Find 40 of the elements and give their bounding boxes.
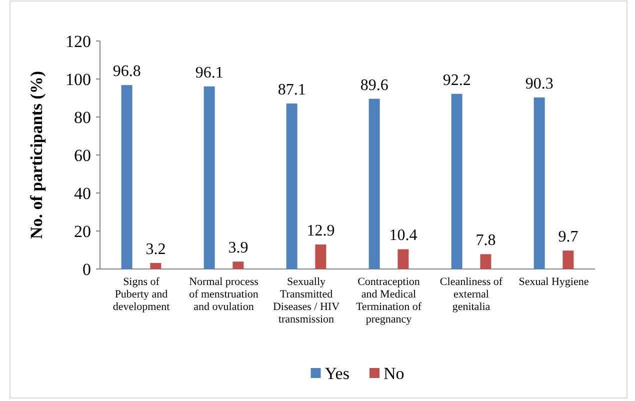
- x-tick-label: Sexually Transmitted Diseases / HIV transmission: [272, 276, 340, 326]
- data-label: 96.1: [195, 64, 224, 82]
- y-tick-label: 100: [66, 70, 91, 89]
- y-axis-title: No. of participants (%): [27, 70, 46, 240]
- bar: [398, 249, 409, 269]
- x-tick-label: Sexual Hygiene: [518, 276, 589, 288]
- bar: [480, 254, 492, 269]
- x-tick-label: Cleanliness of external genitalia: [440, 276, 503, 313]
- bar: [562, 250, 574, 269]
- data-label: 92.2: [442, 72, 471, 89]
- data-label: 10.4: [389, 227, 418, 244]
- x-tick-label: Normal process of menstruation and ovulation: [189, 276, 259, 313]
- bar: [150, 262, 162, 269]
- data-label: 3.2: [146, 240, 166, 258]
- y-tick-label: 20: [74, 222, 91, 241]
- bar: [286, 104, 298, 269]
- bar: [204, 86, 215, 269]
- bar: [451, 94, 462, 269]
- data-label: 7.8: [476, 232, 496, 250]
- data-label: 9.7: [558, 228, 578, 246]
- data-label: 96.8: [112, 63, 141, 80]
- bar: [368, 98, 380, 269]
- data-label: 89.6: [360, 76, 388, 94]
- bar: [534, 97, 545, 269]
- data-label: 12.9: [306, 222, 335, 240]
- legend-label: Yes: [324, 364, 350, 383]
- bar: [121, 85, 132, 269]
- data-label: 87.1: [278, 82, 306, 99]
- y-tick-label: 40: [74, 184, 91, 203]
- data-label: 3.9: [228, 240, 248, 257]
- x-tick-label: Signs of Puberty and development: [112, 276, 170, 313]
- data-label: 90.3: [525, 75, 554, 92]
- bar: [315, 244, 326, 269]
- y-tick-label: 120: [66, 32, 91, 51]
- y-tick-label: 0: [82, 260, 91, 279]
- y-tick-label: 60: [74, 146, 91, 165]
- bar: [232, 262, 244, 269]
- y-tick-label: 80: [74, 108, 91, 127]
- legend-label: No: [383, 364, 404, 383]
- x-tick-label: Contraception and Medical Termination of pregnancy: [356, 276, 422, 326]
